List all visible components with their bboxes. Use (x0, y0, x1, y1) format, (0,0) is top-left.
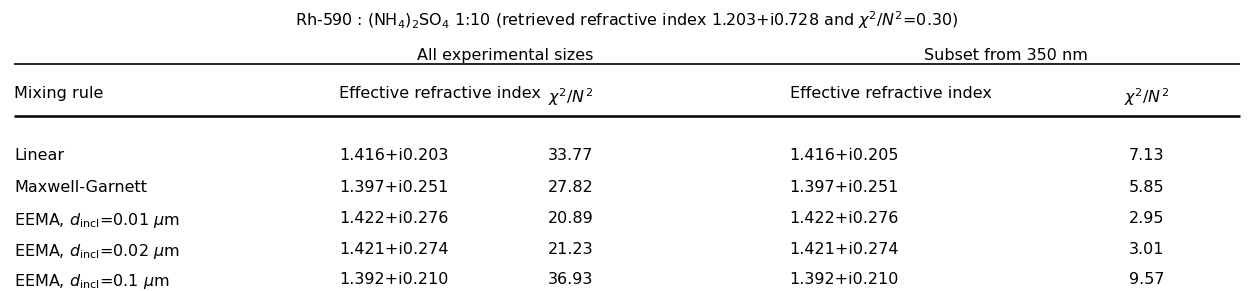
Text: 1.421+i0.274: 1.421+i0.274 (340, 242, 449, 257)
Text: 33.77: 33.77 (548, 148, 593, 163)
Text: 1.392+i0.210: 1.392+i0.210 (790, 272, 899, 288)
Text: 36.93: 36.93 (548, 272, 593, 288)
Text: 1.392+i0.210: 1.392+i0.210 (340, 272, 449, 288)
Text: 1.422+i0.276: 1.422+i0.276 (790, 211, 899, 226)
Text: Effective refractive index: Effective refractive index (340, 86, 540, 101)
Text: 7.13: 7.13 (1129, 148, 1164, 163)
Text: 1.416+i0.205: 1.416+i0.205 (790, 148, 899, 163)
Text: 3.01: 3.01 (1129, 242, 1164, 257)
Text: 20.89: 20.89 (548, 211, 593, 226)
Text: Maxwell-Garnett: Maxwell-Garnett (14, 180, 147, 195)
Text: 1.421+i0.274: 1.421+i0.274 (790, 242, 899, 257)
Text: 21.23: 21.23 (548, 242, 593, 257)
Text: 1.422+i0.276: 1.422+i0.276 (340, 211, 449, 226)
Text: EEMA, $d_\mathrm{incl}$=0.1 $\mu$m: EEMA, $d_\mathrm{incl}$=0.1 $\mu$m (14, 272, 169, 291)
Text: Subset from 350 nm: Subset from 350 nm (923, 48, 1087, 63)
Text: $\chi^2/N^2$: $\chi^2/N^2$ (548, 86, 593, 108)
Text: 1.397+i0.251: 1.397+i0.251 (790, 180, 899, 195)
Text: 1.416+i0.203: 1.416+i0.203 (340, 148, 449, 163)
Text: All experimental sizes: All experimental sizes (416, 48, 593, 63)
Text: Rh-590 : (NH$_4$)$_2$SO$_4$ 1:10 (retrieved refractive index 1.203+i0.728 and $\: Rh-590 : (NH$_4$)$_2$SO$_4$ 1:10 (retrie… (295, 9, 959, 31)
Text: 2.95: 2.95 (1129, 211, 1164, 226)
Text: 27.82: 27.82 (548, 180, 593, 195)
Text: Linear: Linear (14, 148, 64, 163)
Text: 1.397+i0.251: 1.397+i0.251 (340, 180, 449, 195)
Text: EEMA, $d_\mathrm{incl}$=0.01 $\mu$m: EEMA, $d_\mathrm{incl}$=0.01 $\mu$m (14, 211, 179, 230)
Text: EEMA, $d_\mathrm{incl}$=0.02 $\mu$m: EEMA, $d_\mathrm{incl}$=0.02 $\mu$m (14, 242, 179, 260)
Text: 5.85: 5.85 (1129, 180, 1164, 195)
Text: 9.57: 9.57 (1129, 272, 1164, 288)
Text: Effective refractive index: Effective refractive index (790, 86, 992, 101)
Text: $\chi^2/N^2$: $\chi^2/N^2$ (1124, 86, 1169, 108)
Text: Mixing rule: Mixing rule (14, 86, 103, 101)
